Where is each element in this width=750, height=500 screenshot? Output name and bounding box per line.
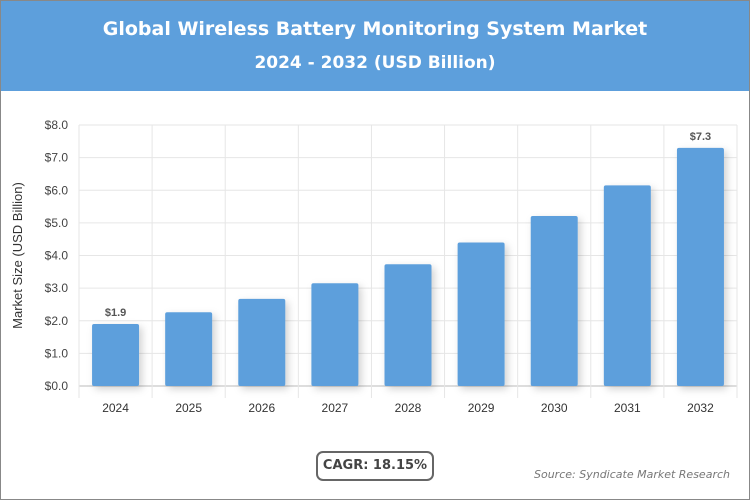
x-tick-label: 2027 [322, 401, 349, 415]
x-tick-label: 2025 [175, 401, 202, 415]
bar-2028 [384, 264, 432, 386]
bar-2032 [676, 147, 724, 386]
bar-2024 [92, 324, 140, 386]
bar-2026 [238, 298, 286, 386]
cagr-badge: CAGR: 18.15% [316, 451, 434, 481]
y-tick-label: $3.0 [45, 281, 69, 295]
chart-title: Global Wireless Battery Monitoring Syste… [102, 18, 648, 40]
bar-2029 [457, 242, 505, 386]
bar-2031 [603, 185, 651, 386]
bar-2025 [165, 312, 213, 386]
x-tick-label: 2026 [248, 401, 275, 415]
bar-2030 [530, 216, 578, 386]
bar-2027 [311, 283, 359, 386]
x-tick-label: 2028 [395, 401, 422, 415]
x-tick-label: 2030 [541, 401, 568, 415]
source-note: Source: Syndicate Market Research [534, 468, 730, 481]
x-tick-label: 2024 [102, 401, 129, 415]
y-axis-label: Market Size (USD Billion) [10, 182, 25, 329]
y-tick-label: $6.0 [45, 183, 69, 197]
x-tick-label: 2031 [614, 401, 641, 415]
chart-header: Global Wireless Battery Monitoring Syste… [1, 1, 749, 91]
x-tick-label: 2032 [687, 401, 714, 415]
y-tick-label: $1.0 [45, 346, 69, 360]
data-label: $1.9 [105, 307, 126, 319]
y-tick-label: $2.0 [45, 314, 69, 328]
chart-subtitle: 2024 - 2032 (USD Billion) [254, 53, 496, 73]
y-tick-label: $0.0 [45, 379, 69, 393]
y-tick-label: $7.0 [45, 151, 69, 165]
y-tick-label: $5.0 [45, 216, 69, 230]
y-tick-label: $8.0 [45, 118, 69, 132]
x-tick-label: 2029 [468, 401, 495, 415]
data-label: $7.3 [690, 131, 711, 143]
y-tick-label: $4.0 [45, 249, 69, 263]
